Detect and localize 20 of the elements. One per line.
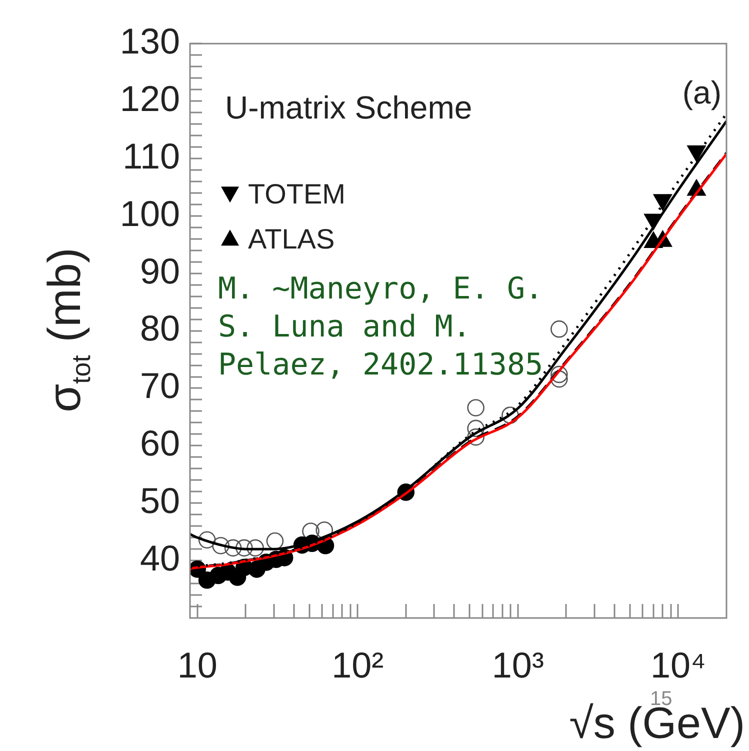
legend-label: ATLAS — [248, 224, 335, 255]
y-tick-label: 50 — [140, 480, 180, 522]
y-tick-label: 100 — [120, 192, 180, 234]
x-tick-label: 10³ — [492, 644, 544, 686]
y-tick-label: 80 — [140, 308, 180, 349]
y-tick-label: 60 — [140, 422, 180, 464]
legend-label: TOTEM — [248, 178, 346, 210]
x-tick-label: 10² — [332, 644, 384, 686]
y-tick-label: 130 — [120, 20, 180, 62]
x-tick-label: 10⁴ — [650, 644, 706, 686]
annotation: (a) — [682, 74, 722, 111]
y-tick-label: 120 — [120, 78, 180, 119]
x-tick-label: 10 — [177, 644, 218, 686]
y-tick-label: 40 — [140, 537, 180, 578]
annotation: M. ~Maneyro, E. G. S. Luna and M. Pelaez, 2402.11385 — [218, 272, 544, 383]
y-tick-label: 90 — [140, 250, 180, 292]
y-axis-title: σtot (mb) — [38, 248, 96, 412]
y-tick-label: 110 — [122, 135, 180, 176]
text: U-matrix Scheme — [225, 90, 472, 126]
y-tick-label: 70 — [140, 365, 180, 406]
